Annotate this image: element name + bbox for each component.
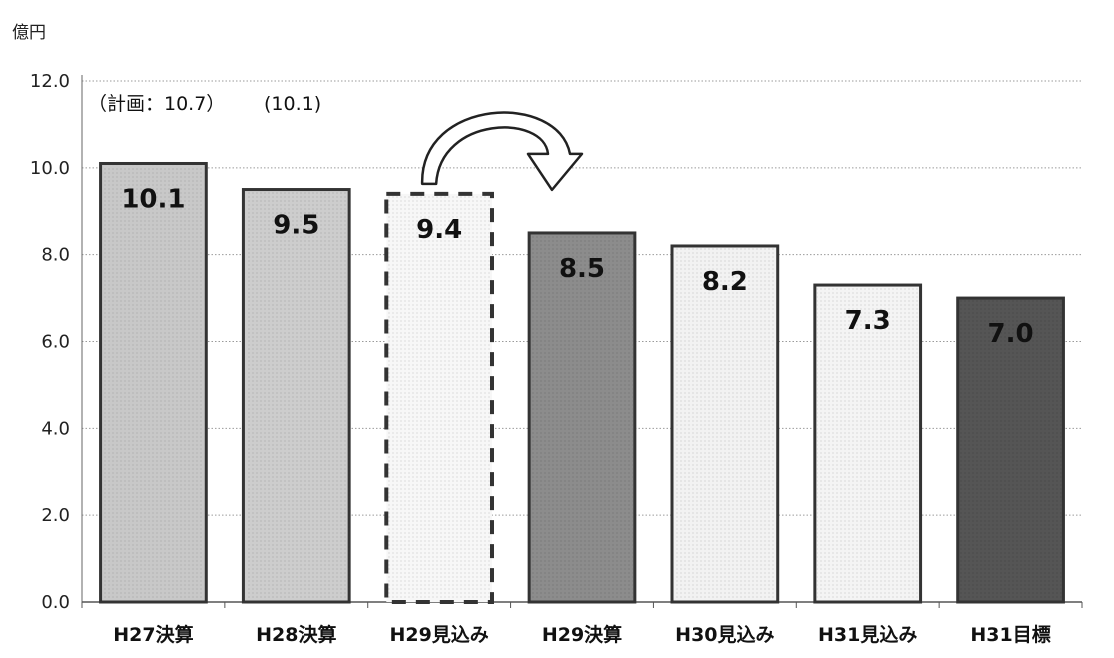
y-tick-label: 4.0 (41, 418, 70, 439)
data-label: 9.4 (416, 215, 462, 245)
bar-texture (102, 165, 205, 600)
data-label: 8.2 (702, 267, 748, 297)
x-tick-label: H27決算 (113, 623, 193, 646)
y-tick-label: 8.0 (41, 245, 70, 266)
data-label: 7.0 (988, 319, 1034, 349)
y-tick-label: 6.0 (41, 332, 70, 353)
y-tick-label: 10.0 (30, 158, 70, 179)
data-label: 8.5 (559, 254, 605, 284)
curved-arrow (420, 111, 584, 192)
arrow-shape (420, 111, 584, 192)
bar-texture (245, 191, 348, 600)
plan-annotation: （計画：10.7） (88, 93, 225, 115)
bar-texture (959, 300, 1062, 600)
data-label: 10.1 (121, 184, 185, 214)
x-tick-label: H30見込み (675, 624, 774, 646)
paren-annotation: (10.1) (264, 93, 321, 115)
x-tick-label: H28決算 (256, 623, 336, 646)
bar-texture (674, 247, 776, 600)
data-label: 9.5 (273, 211, 319, 241)
x-tick-label: H31見込み (818, 624, 917, 646)
x-tick-label: H29見込み (389, 624, 488, 646)
unit-label: 億円 (12, 23, 46, 43)
bar-texture (816, 287, 919, 600)
x-tick-label: H31目標 (970, 623, 1050, 646)
y-tick-label: 12.0 (30, 71, 70, 92)
labels: H27決算 10.1 H28決算 9.5 H29見込み 9.4 H29決算 8.5 H30見込み… (113, 184, 1050, 646)
data-label: 7.3 (845, 306, 891, 336)
y-tick-label: 0.0 (41, 592, 70, 613)
bars (99, 161, 1065, 604)
x-tick-label: H29決算 (542, 623, 622, 646)
bar-texture (388, 195, 490, 600)
y-tick-label: 2.0 (41, 505, 70, 526)
bar-texture (531, 234, 633, 601)
